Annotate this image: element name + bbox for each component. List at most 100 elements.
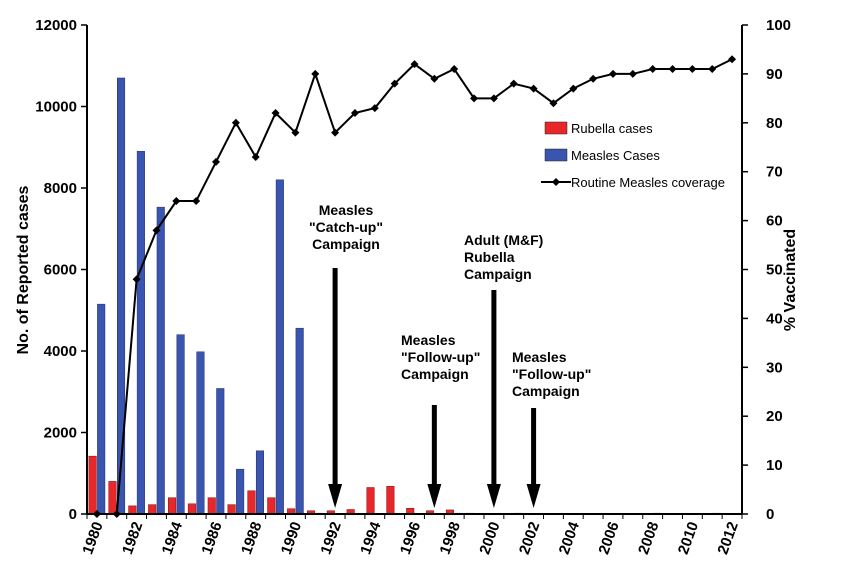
- y2-tick-label: 90: [766, 66, 783, 83]
- x-tick-label: 2010: [675, 520, 702, 557]
- coverage-marker: [192, 197, 201, 206]
- measles-bar: [196, 351, 205, 515]
- annotation-text: Campaign: [312, 236, 380, 252]
- x-tick-label: 1992: [317, 520, 344, 557]
- measles-bar: [275, 179, 284, 515]
- annotations: Measles"Catch-up"CampaignMeasles"Follow-…: [309, 202, 591, 508]
- coverage-marker: [152, 226, 161, 235]
- annotation-text: "Catch-up": [309, 219, 383, 235]
- y2-axis-title: % Vaccinated: [782, 229, 799, 331]
- coverage-marker: [668, 65, 677, 74]
- annotation-text: Rubella: [464, 249, 515, 265]
- y-tick-label: 8000: [44, 180, 77, 197]
- coverage-marker: [549, 99, 558, 108]
- arrow-head: [526, 484, 541, 508]
- bars: [88, 77, 732, 515]
- coverage-marker: [708, 65, 717, 74]
- rubella-bar: [247, 490, 256, 515]
- rubella-bar: [207, 497, 216, 515]
- coverage-marker: [251, 153, 260, 162]
- coverage-marker: [489, 94, 498, 103]
- x-tick-label: 1982: [119, 520, 146, 557]
- y-tick-label: 0: [69, 506, 77, 523]
- measles-bar: [295, 327, 304, 515]
- annotation-text: Campaign: [401, 366, 469, 382]
- y2-tick-label: 70: [766, 164, 783, 181]
- annotation-text: "Follow-up": [512, 366, 591, 382]
- x-tick-label: 2004: [556, 519, 584, 557]
- y2-tick-label: 80: [766, 115, 783, 132]
- y-axis-title: No. of Reported cases: [15, 185, 32, 354]
- coverage-marker: [529, 84, 538, 93]
- annotation-text: Measles: [512, 349, 567, 365]
- coverage-marker: [509, 79, 518, 88]
- x-tick-label: 2006: [595, 520, 622, 557]
- x-tick-label: 2000: [476, 520, 503, 557]
- x-tick-label: 2002: [516, 520, 543, 557]
- coverage-marker: [688, 65, 697, 74]
- x-tick-label: 1986: [198, 520, 225, 557]
- y-tick-label: 4000: [44, 343, 77, 360]
- coverage-marker: [390, 79, 399, 88]
- coverage-marker: [291, 128, 300, 137]
- campaign-annotation: Measles"Follow-up"Campaign: [512, 349, 591, 508]
- coverage-marker: [370, 104, 379, 113]
- rubella-bar: [108, 481, 117, 515]
- coverage-marker: [271, 109, 280, 118]
- y2-tick-label: 20: [766, 408, 783, 425]
- rubella-bar: [366, 487, 375, 515]
- x-tick-label: 1998: [437, 520, 464, 557]
- rubella-bar: [88, 455, 97, 515]
- x-tick-label: 1984: [159, 519, 187, 557]
- arrow-head: [486, 484, 501, 508]
- coverage-marker: [331, 128, 340, 137]
- measles-bar: [216, 388, 225, 515]
- campaign-annotation: Measles"Catch-up"Campaign: [309, 202, 383, 508]
- x-tick-label: 2012: [714, 520, 741, 557]
- y2-tick-label: 30: [766, 359, 783, 376]
- coverage-marker: [470, 94, 479, 103]
- rubella-bar: [386, 486, 395, 515]
- legend-label: Routine Measles coverage: [571, 175, 725, 190]
- y-tick-label: 10000: [35, 99, 77, 116]
- y2-tick-label: 10: [766, 457, 783, 474]
- coverage-marker: [410, 60, 419, 69]
- y2-tick-label: 100: [766, 17, 791, 34]
- measles-bar: [156, 206, 165, 515]
- rubella-bar: [187, 503, 196, 515]
- rubella-bar: [267, 497, 276, 515]
- rubella-bar: [128, 505, 137, 515]
- y-tick-label: 6000: [44, 262, 77, 279]
- rubella-bar: [168, 497, 177, 515]
- campaign-annotation: Measles"Follow-up"Campaign: [401, 332, 480, 508]
- legend-swatch: [544, 121, 568, 135]
- coverage-marker: [608, 69, 617, 78]
- arrow-head: [328, 484, 343, 508]
- annotation-text: Adult (M&F): [464, 232, 543, 248]
- rubella-bar: [148, 504, 157, 515]
- coverage-marker: [648, 65, 657, 74]
- x-tick-label: 1994: [357, 519, 385, 557]
- coverage-marker: [569, 84, 578, 93]
- legend-label: Rubella cases: [571, 121, 653, 136]
- annotation-text: Measles: [319, 202, 374, 218]
- coverage-marker: [430, 74, 439, 83]
- coverage-marker: [589, 74, 598, 83]
- measles-bar: [236, 468, 245, 515]
- y2-tick-label: 0: [766, 506, 774, 523]
- legend-swatch: [544, 148, 568, 162]
- coverage-marker: [311, 69, 320, 78]
- y2-tick-label: 40: [766, 310, 783, 327]
- x-tick-label: 2008: [635, 520, 662, 557]
- legend-label: Measles Cases: [571, 148, 660, 163]
- annotation-text: "Follow-up": [401, 349, 480, 365]
- x-tick-label: 1996: [397, 520, 424, 557]
- y2-tick-label: 50: [766, 262, 783, 279]
- x-tick-label: 1988: [238, 520, 265, 557]
- coverage-marker: [132, 275, 141, 284]
- coverage-marker: [212, 157, 221, 166]
- y2-tick-label: 60: [766, 213, 783, 230]
- coverage-marker: [728, 55, 737, 64]
- arrow-head: [427, 484, 442, 508]
